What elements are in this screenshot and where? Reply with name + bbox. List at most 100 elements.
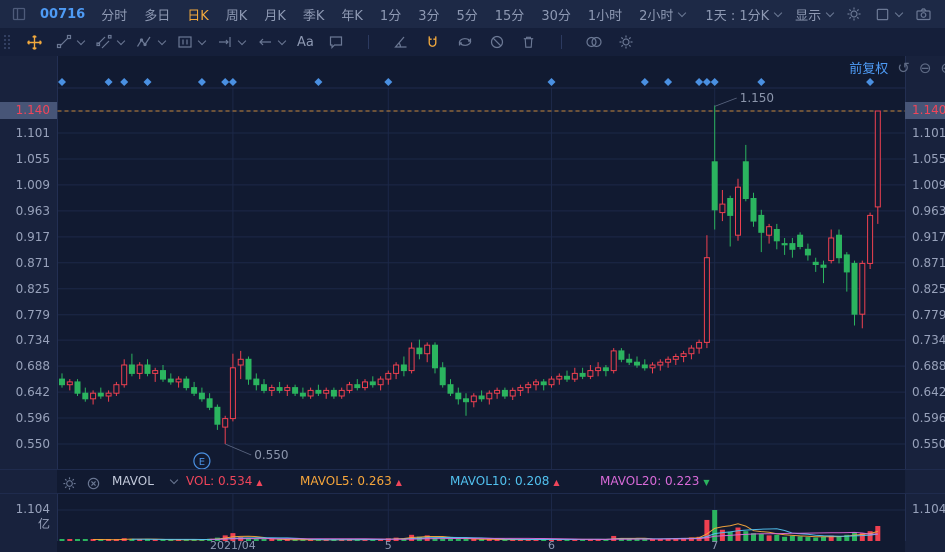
candle-body[interactable] [323, 389, 330, 394]
candle-body[interactable] [703, 257, 710, 343]
announcement-diamond-icon[interactable] [58, 78, 66, 86]
candle-body[interactable] [393, 364, 400, 374]
candle-body[interactable] [198, 392, 205, 400]
comment-bubble-icon[interactable] [326, 32, 346, 52]
vol-legend-item[interactable]: VOL: 0.534 ▲ [186, 474, 263, 488]
wave-tool[interactable] [136, 34, 167, 50]
measure-tool[interactable] [217, 34, 247, 50]
candle-body[interactable] [556, 375, 563, 380]
candle-body[interactable] [525, 384, 532, 389]
volume-bar[interactable] [145, 539, 150, 541]
volume-bar[interactable] [751, 533, 756, 541]
candle-body[interactable] [175, 378, 182, 383]
volume-bar[interactable] [75, 539, 80, 541]
candle-body[interactable] [851, 262, 858, 315]
candle-body[interactable] [533, 381, 539, 386]
trash-icon[interactable] [519, 32, 539, 52]
candle-body[interactable] [346, 384, 353, 391]
volume-bar[interactable] [758, 533, 764, 541]
volume-bar[interactable] [440, 538, 446, 541]
candle-body[interactable] [618, 350, 625, 360]
text-tool[interactable]: Aa [297, 34, 314, 50]
volume-bar[interactable] [766, 535, 772, 541]
mavol5-legend-item[interactable]: MAVOL5: 0.263 ▲ [300, 474, 402, 488]
candle-body[interactable] [128, 364, 135, 374]
candle-body[interactable] [59, 378, 65, 386]
candle-body[interactable] [315, 389, 322, 394]
announcement-diamond-icon[interactable] [702, 78, 711, 86]
indicator-name[interactable]: MAVOL [112, 474, 154, 488]
candle-body[interactable] [688, 347, 695, 355]
candle-body[interactable] [284, 387, 291, 391]
candle-body[interactable] [649, 364, 656, 369]
volume-bar[interactable] [486, 539, 492, 541]
announcement-diamond-icon[interactable] [695, 78, 704, 86]
volume-bar[interactable] [828, 535, 834, 541]
magnet-icon[interactable] [423, 32, 443, 52]
candle-body[interactable] [408, 347, 415, 372]
volume-bar[interactable] [603, 539, 609, 541]
volume-bar[interactable] [844, 534, 850, 541]
volume-bar[interactable] [463, 538, 469, 541]
candle-body[interactable] [463, 398, 469, 403]
volume-bar[interactable] [642, 539, 648, 541]
kline-tab-4[interactable]: 月K [264, 8, 286, 24]
announcement-diamond-icon[interactable] [143, 78, 152, 86]
arrow-tool[interactable] [257, 34, 287, 50]
candle-body[interactable] [719, 203, 726, 214]
candle-body[interactable] [517, 387, 524, 391]
candle-body[interactable] [455, 392, 462, 400]
candle-body[interactable] [501, 389, 508, 397]
kline-tab-1[interactable]: 多日 [144, 8, 171, 24]
volume-bar[interactable] [673, 538, 679, 541]
candle-body[interactable] [183, 378, 190, 389]
screenshot-camera-icon[interactable] [914, 5, 932, 23]
volume-bar[interactable] [665, 538, 671, 541]
candle-body[interactable] [595, 367, 602, 372]
custom-period-select[interactable]: 1天 : 1分K [705, 5, 783, 24]
candle-body[interactable] [540, 381, 547, 386]
volume-bar[interactable] [448, 538, 453, 541]
volume-svg[interactable] [0, 494, 945, 541]
volume-bar[interactable] [875, 526, 881, 541]
volume-bar[interactable] [712, 510, 718, 541]
candle-body[interactable] [486, 392, 493, 400]
kline-tab-2[interactable]: 日K [187, 8, 209, 24]
candle-body[interactable] [144, 364, 151, 374]
candle-body[interactable] [657, 361, 664, 366]
candle-body[interactable] [261, 384, 267, 391]
candle-body[interactable] [338, 389, 345, 397]
channel-tool[interactable] [96, 34, 126, 50]
kline-tab-7[interactable]: 1分 [379, 8, 402, 24]
candle-body[interactable] [447, 384, 454, 394]
candle-body[interactable] [206, 398, 213, 408]
adjustment-mode-button[interactable]: 前复权 [849, 62, 889, 77]
candle-body[interactable] [789, 243, 796, 250]
candle-body[interactable] [330, 389, 337, 397]
volume-bar[interactable] [67, 539, 73, 541]
volume-bar[interactable] [704, 519, 710, 541]
layout-panel-icon[interactable] [10, 5, 28, 23]
candle-body[interactable] [711, 161, 718, 211]
grip-handle-icon[interactable] [2, 32, 12, 52]
settings-gear-icon[interactable] [845, 5, 863, 23]
candle-body[interactable] [160, 370, 166, 380]
candle-body[interactable] [812, 261, 819, 266]
kline-tab-13[interactable]: 2小时 [639, 5, 687, 24]
volume-bar[interactable] [137, 539, 143, 541]
candle-body[interactable] [400, 364, 407, 372]
volume-bar[interactable] [813, 537, 819, 541]
volume-bar[interactable] [246, 538, 251, 541]
volume-bar[interactable] [269, 539, 275, 541]
mavol20-legend-item[interactable]: MAVOL20: 0.223 ▼ [600, 474, 710, 488]
candle-body[interactable] [268, 387, 275, 391]
candle-body[interactable] [494, 389, 501, 394]
candle-body[interactable] [377, 378, 384, 386]
sync-loop-icon[interactable] [455, 32, 475, 52]
candle-body[interactable] [253, 378, 260, 386]
volume-bar[interactable] [587, 539, 593, 541]
candle-body[interactable] [843, 254, 850, 273]
candle-body[interactable] [416, 347, 423, 355]
announcement-diamond-icon[interactable] [104, 78, 113, 86]
candle-body[interactable] [245, 358, 252, 380]
